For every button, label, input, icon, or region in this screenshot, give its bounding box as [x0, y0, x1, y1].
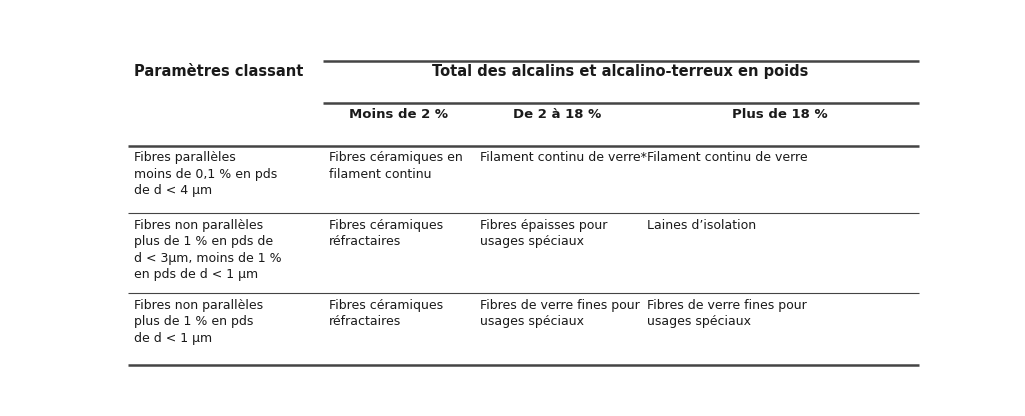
Text: Filament continu de verre*: Filament continu de verre*	[480, 151, 647, 164]
Text: Fibres parallèles
moins de 0,1 % en pds
de d < 4 μm: Fibres parallèles moins de 0,1 % en pds …	[134, 151, 278, 197]
Text: Fibres céramiques en
filament continu: Fibres céramiques en filament continu	[329, 151, 463, 181]
Text: Laines d’isolation: Laines d’isolation	[647, 218, 756, 232]
Text: Plus de 18 %: Plus de 18 %	[732, 108, 827, 121]
Text: Fibres céramiques
réfractaires: Fibres céramiques réfractaires	[329, 218, 443, 248]
Text: Fibres de verre fines pour
usages spéciaux: Fibres de verre fines pour usages spécia…	[480, 299, 640, 328]
Text: Fibres céramiques
réfractaires: Fibres céramiques réfractaires	[329, 299, 443, 328]
Text: Fibres non parallèles
plus de 1 % en pds
de d < 1 μm: Fibres non parallèles plus de 1 % en pds…	[134, 299, 263, 344]
Text: Filament continu de verre: Filament continu de verre	[647, 151, 808, 164]
Text: Total des alcalins et alcalino-terreux en poids: Total des alcalins et alcalino-terreux e…	[433, 64, 809, 79]
Text: Fibres épaisses pour
usages spéciaux: Fibres épaisses pour usages spéciaux	[480, 218, 608, 248]
Text: Paramètres classant: Paramètres classant	[134, 64, 303, 79]
Text: Moins de 2 %: Moins de 2 %	[348, 108, 448, 121]
Text: Fibres non parallèles
plus de 1 % en pds de
d < 3μm, moins de 1 %
en pds de d < : Fibres non parallèles plus de 1 % en pds…	[134, 218, 282, 281]
Text: Fibres de verre fines pour
usages spéciaux: Fibres de verre fines pour usages spécia…	[647, 299, 807, 328]
Text: De 2 à 18 %: De 2 à 18 %	[512, 108, 602, 121]
